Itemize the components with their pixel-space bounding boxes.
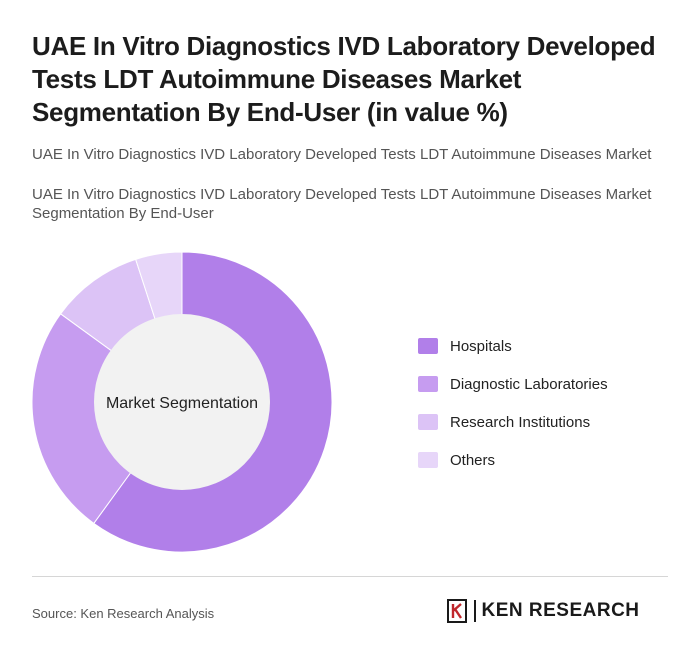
chart-subtitle-2: UAE In Vitro Diagnostics IVD Laboratory … <box>32 186 652 222</box>
chart-subtitle-1: UAE In Vitro Diagnostics IVD Laboratory … <box>32 146 652 163</box>
donut-chart: Market Segmentation <box>31 251 333 553</box>
legend-swatch <box>418 338 438 354</box>
footer-divider <box>32 576 668 577</box>
logo-text: KEN RESEARCH <box>481 600 640 621</box>
legend-label: Hospitals <box>450 337 512 355</box>
legend-item-hospitals: Hospitals <box>418 334 608 358</box>
center-label: Market Segmentation <box>106 395 258 412</box>
legend-label: Research Institutions <box>450 413 591 431</box>
legend-item-diagnostic-laboratories: Diagnostic Laboratories <box>418 372 608 396</box>
legend-swatch <box>418 452 438 468</box>
legend-item-research-institutions: Research Institutions <box>418 410 608 434</box>
source-note: Source: Ken Research Analysis <box>32 606 215 621</box>
ken-research-logo-icon <box>447 599 467 623</box>
legend-item-others: Others <box>418 448 608 472</box>
logo-separator <box>474 600 476 622</box>
legend-swatch <box>418 414 438 430</box>
donut-hole <box>94 314 270 490</box>
legend-label: Others <box>450 451 496 469</box>
chart-legend: Hospitals Diagnostic Laboratories Research… <box>418 334 608 486</box>
chart-title: UAE In Vitro Diagnostics IVD Laboratory … <box>32 31 656 127</box>
legend-swatch <box>418 376 438 392</box>
legend-label: Diagnostic Laboratories <box>450 375 608 393</box>
ken-research-logo: KEN RESEARCH <box>446 598 640 624</box>
